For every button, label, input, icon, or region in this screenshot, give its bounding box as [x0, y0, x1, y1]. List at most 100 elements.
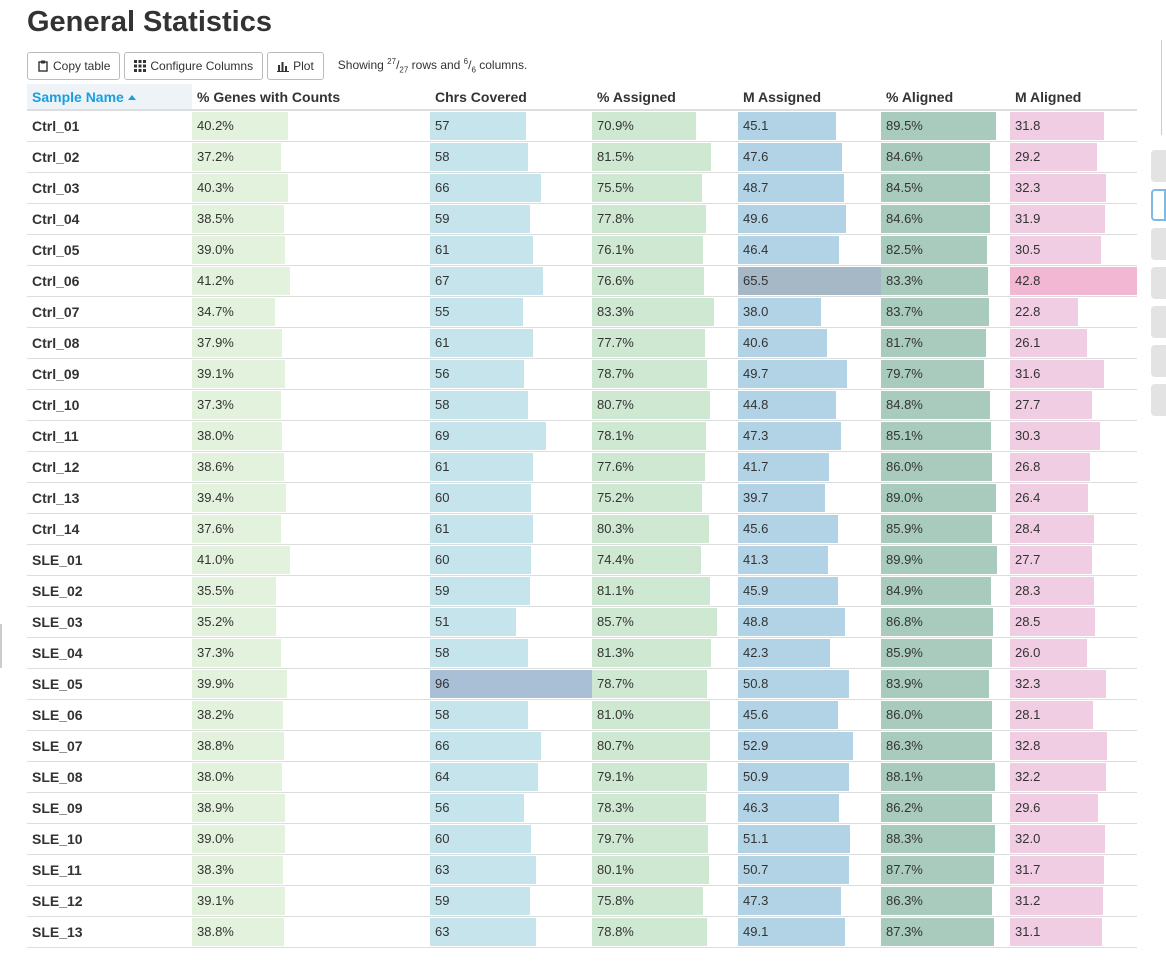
chrs-cell: 96: [430, 668, 592, 700]
sample-name-cell: SLE_08: [27, 761, 192, 793]
massigned-bar: [738, 235, 840, 264]
genes-bar: [192, 886, 286, 915]
export-icon[interactable]: [1151, 267, 1166, 299]
massigned-cell: 46.3: [738, 792, 881, 824]
copy-table-button[interactable]: Copy table: [27, 52, 121, 80]
maligned-cell: 26.8: [1010, 451, 1137, 483]
passigned-cell: 75.5%: [592, 172, 738, 204]
paligned-bar: [881, 452, 992, 481]
genes-bar: [192, 545, 290, 574]
paligned-cell: 83.3%: [881, 265, 1010, 297]
massigned-cell: 45.6: [738, 699, 881, 731]
genes-value: 40.3%: [197, 180, 234, 195]
column-header-passigned[interactable]: % Assigned: [592, 84, 738, 111]
clipboard-icon: [37, 60, 49, 72]
massigned-value: 50.7: [743, 862, 769, 877]
passigned-value: 79.7%: [597, 831, 634, 846]
massigned-value: 45.9: [743, 583, 769, 598]
passigned-cell: 76.6%: [592, 265, 738, 297]
table-row: Ctrl_05 39.0% 61 76.1% 46.4 82.5% 30.5: [27, 234, 1137, 266]
paligned-value: 86.0%: [886, 707, 923, 722]
massigned-cell: 46.4: [738, 234, 881, 266]
genes-value: 39.1%: [197, 893, 234, 908]
paligned-bar: [881, 328, 987, 357]
arrow-icon[interactable]: [1151, 150, 1166, 182]
maligned-value: 26.8: [1015, 459, 1041, 474]
chrs-cell: 61: [430, 513, 592, 545]
column-header-chrs[interactable]: Chrs Covered: [430, 84, 592, 111]
genes-value: 40.2%: [197, 118, 234, 134]
chrs-value: 59: [435, 893, 450, 908]
k-icon[interactable]: [1151, 306, 1166, 338]
table-row: Ctrl_14 37.6% 61 80.3% 45.6 85.9% 28.4: [27, 513, 1137, 545]
chrs-value: 61: [435, 242, 450, 257]
genes-bar: [192, 421, 283, 450]
genes-bar: [192, 142, 281, 171]
table-row: Ctrl_03 40.3% 66 75.5% 48.7 84.5% 32.3: [27, 172, 1137, 204]
massigned-cell: 49.1: [738, 916, 881, 948]
chrs-value: 63: [435, 924, 450, 939]
maligned-bar: [1010, 669, 1106, 698]
maligned-cell: 32.3: [1010, 172, 1137, 204]
column-header-paligned[interactable]: % Aligned: [881, 84, 1010, 111]
massigned-value: 46.3: [743, 800, 769, 815]
paligned-cell: 86.0%: [881, 699, 1010, 731]
chrs-bar: [430, 576, 530, 605]
maligned-bar: [1010, 328, 1088, 357]
paligned-cell: 89.5%: [881, 110, 1010, 142]
maligned-bar: [1010, 297, 1078, 326]
table-row: SLE_03 35.2% 51 85.7% 48.8 86.8% 28.5: [27, 606, 1137, 638]
column-header-label: M Aligned: [1015, 88, 1082, 105]
sample-name-cell: SLE_10: [27, 823, 192, 855]
paligned-bar: [881, 483, 996, 512]
genes-bar: [192, 793, 285, 822]
massigned-bar: [738, 576, 839, 605]
genes-value: 37.2%: [197, 149, 234, 164]
passigned-value: 80.7%: [597, 738, 634, 753]
column-header-maligned[interactable]: M Aligned: [1010, 84, 1137, 111]
genes-bar: [192, 297, 275, 326]
column-header-sample[interactable]: Sample Name: [27, 84, 192, 111]
column-header-genes[interactable]: % Genes with Counts: [192, 84, 430, 111]
massigned-bar: [738, 483, 825, 512]
passigned-value: 80.3%: [597, 521, 634, 536]
chrs-bar: [430, 452, 533, 481]
massigned-value: 50.9: [743, 769, 769, 784]
configure-columns-button[interactable]: Configure Columns: [124, 52, 264, 80]
maligned-bar: [1010, 173, 1106, 202]
maligned-bar: [1010, 421, 1100, 450]
passigned-bar: [592, 483, 702, 512]
massigned-bar: [738, 700, 838, 729]
table-row: SLE_02 35.5% 59 81.1% 45.9 84.9% 28.3: [27, 575, 1137, 607]
paligned-bar: [881, 514, 992, 543]
highlight-icon[interactable]: [1151, 189, 1166, 221]
massigned-value: 49.1: [743, 924, 769, 939]
configure-columns-label: Configure Columns: [150, 59, 254, 73]
massigned-cell: 40.6: [738, 327, 881, 359]
chrs-value: 57: [435, 118, 450, 134]
plot-button[interactable]: Plot: [267, 52, 324, 80]
massigned-cell: 49.7: [738, 358, 881, 390]
massigned-value: 47.3: [743, 428, 769, 443]
maligned-value: 29.6: [1015, 800, 1041, 815]
genes-value: 41.0%: [197, 552, 234, 567]
help-icon[interactable]: [1151, 384, 1166, 416]
column-header-massigned[interactable]: M Assigned: [738, 84, 881, 111]
massigned-value: 52.9: [743, 738, 769, 753]
chrs-bar: [430, 793, 525, 822]
sample-name-cell: SLE_09: [27, 792, 192, 824]
passigned-value: 78.8%: [597, 924, 634, 939]
maligned-cell: 30.5: [1010, 234, 1137, 266]
gear-icon[interactable]: [1151, 345, 1166, 377]
maligned-value: 32.3: [1015, 676, 1041, 691]
paligned-bar: [881, 545, 997, 574]
chrs-value: 64: [435, 769, 450, 784]
genes-bar: [192, 235, 285, 264]
passigned-bar: [592, 700, 711, 729]
paligned-cell: 81.7%: [881, 327, 1010, 359]
massigned-cell: 41.7: [738, 451, 881, 483]
passigned-cell: 78.8%: [592, 916, 738, 948]
chrs-cell: 60: [430, 544, 592, 576]
eye-icon[interactable]: [1151, 228, 1166, 260]
genes-value: 39.0%: [197, 831, 234, 846]
